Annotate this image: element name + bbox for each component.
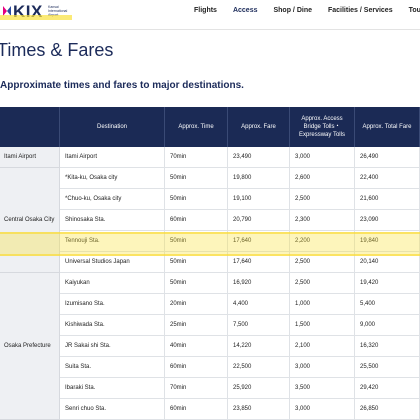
group-cell: Itami Airport [0,147,60,168]
site-header: KIX Kansai International Airport Flights… [0,0,420,30]
value-cell: 60min [165,399,228,420]
value-cell: 5,400 [355,294,420,315]
value-cell: 16,320 [355,336,420,357]
value-cell: 50min [165,273,228,294]
value-cell: 20,140 [355,252,420,273]
value-cell: 9,000 [355,315,420,336]
nav-link[interactable]: Facilities / Services [327,7,393,14]
value-cell: 70min [165,147,228,168]
value-cell: 70min [165,378,228,399]
value-cell: 2,600 [290,168,355,189]
value-cell: 3,000 [290,147,355,168]
value-cell: 23,850 [228,399,290,420]
value-cell: 2,200 [290,231,355,252]
value-cell: 23,490 [228,147,290,168]
highlight [0,15,72,20]
value-cell: 1,000 [290,294,355,315]
destination-cell: JR Sakai shi Sta. [60,336,165,357]
destination-cell: Kaiyukan [60,273,165,294]
value-cell: 29,420 [355,378,420,399]
value-cell: 23,090 [355,210,420,231]
destination-cell: Itami Airport [60,147,165,168]
value-cell: 4,400 [228,294,290,315]
destination-cell: Senri chuo Sta. [60,399,165,420]
value-cell: 1,500 [290,315,355,336]
header-cell: Approx. Fare [228,107,290,147]
value-cell: 19,840 [355,231,420,252]
value-cell: 25,920 [228,378,290,399]
value-cell: 50min [165,252,228,273]
value-cell: 25,500 [355,357,420,378]
destination-cell: *Kita-ku, Osaka city [60,168,165,189]
value-cell: 20min [165,294,228,315]
destination-cell: Kishiwada Sta. [60,315,165,336]
value-cell: 26,850 [355,399,420,420]
group-cell: Central Osaka City [0,168,60,273]
value-cell: 40min [165,336,228,357]
nav-link[interactable]: Tourist information [408,7,420,14]
header-cell: Destination [60,107,165,147]
value-cell: 50min [165,168,228,189]
value-cell: 19,100 [228,189,290,210]
value-cell: 16,920 [228,273,290,294]
value-cell: 17,640 [228,231,290,252]
nav: Flights Access Shop / Dine Facilities / Ser… [186,0,420,30]
nav-link[interactable]: Shop / Dine [273,7,312,14]
page-title: Times & Fares [0,40,114,60]
group-cell: Osaka Prefecture [0,273,60,420]
value-cell: 3,000 [290,357,355,378]
value-cell: 2,300 [290,210,355,231]
header-cell: Approx. Time [165,107,228,147]
value-cell: 50min [165,189,228,210]
value-cell: 50min [165,231,228,252]
destination-cell: Universal Studios Japan [60,252,165,273]
logo-icon [3,6,11,16]
destination-cell: Suita Sta. [60,357,165,378]
value-cell: 2,500 [290,273,355,294]
destination-cell: Shinosaka Sta. [60,210,165,231]
destination-cell: Izumisano Sta. [60,294,165,315]
value-cell: 17,640 [228,252,290,273]
header-cell: Approx. Access Bridge Tolls・Expressway T… [290,107,355,147]
value-cell: 21,600 [355,189,420,210]
page-subtitle: Approximate times and fares to major des… [0,80,244,91]
destination-cell: *Chuo-ku, Osaka city [60,189,165,210]
nav-link[interactable]: Access [225,0,266,30]
value-cell: 20,790 [228,210,290,231]
value-cell: 26,490 [355,147,420,168]
value-cell: 25min [165,315,228,336]
destination-cell: Ibaraki Sta. [60,378,165,399]
value-cell: 2,500 [290,252,355,273]
value-cell: 2,100 [290,336,355,357]
value-cell: 3,500 [290,378,355,399]
value-cell: 7,500 [228,315,290,336]
value-cell: 22,400 [355,168,420,189]
value-cell: 2,500 [290,189,355,210]
value-cell: 14,220 [228,336,290,357]
value-cell: 19,420 [355,273,420,294]
nav-link[interactable]: Flights [194,7,217,14]
fare-table: Destination Approx. Time Approx. Fare Appro… [0,107,420,420]
value-cell: 3,000 [290,399,355,420]
value-cell: 19,800 [228,168,290,189]
value-cell: 22,500 [228,357,290,378]
destination-cell: Tennouji Sta. [60,231,165,252]
header-cell [0,107,60,147]
value-cell: 60min [165,357,228,378]
value-cell: 60min [165,210,228,231]
header-cell: Approx. Total Fare [355,107,420,147]
